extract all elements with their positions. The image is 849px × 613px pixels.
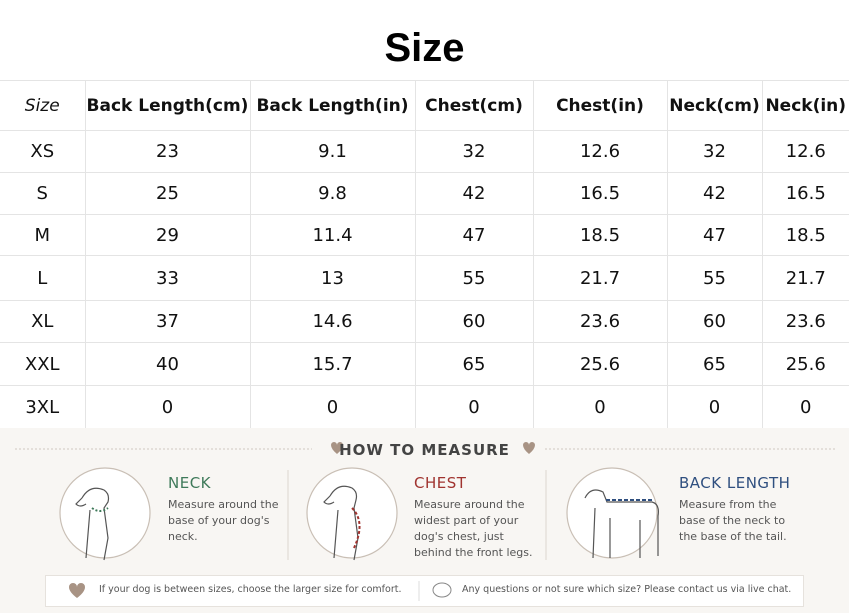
table-cell: XL [0,300,86,343]
size-table: Size Back Length(cm) Back Length(in) Chest(… [0,80,849,429]
table-cell: 3XL [0,385,86,429]
header-cell: Back Length(cm) [84,80,251,131]
table-cell: 21.7 [761,255,849,301]
table-cell: 12.6 [532,130,668,173]
measure-text: Measure from the base of the neck to the… [679,498,787,543]
table-cell: 29 [84,214,251,256]
table-cell: 40 [84,342,251,386]
table-cell: 65 [666,342,763,386]
table-cell: 21.7 [532,255,668,301]
table-cell: S [0,172,86,215]
table-cell: 47 [414,214,534,256]
table-cell: XXL [0,342,86,386]
table-cell: 60 [666,300,763,343]
table-cell: 12.6 [761,130,849,173]
table-cell: 47 [666,214,763,256]
table-cell: 18.5 [761,214,849,256]
table-cell: M [0,214,86,256]
table-cell: 32 [414,130,534,173]
table-cell: 9.8 [249,172,416,215]
table-cell: 16.5 [532,172,668,215]
measure-decor [15,442,835,561]
table-cell: 13 [249,255,416,301]
table-cell: 42 [666,172,763,215]
table-cell: 23.6 [532,300,668,343]
table-cell: XS [0,130,86,173]
table-cell: 33 [84,255,251,301]
table-row: XL 37 14.6 60 23.6 60 23.6 [0,300,849,343]
table-row: XS 23 9.1 32 12.6 32 12.6 [0,130,849,173]
note-icons [69,581,452,601]
table-cell: 15.7 [249,342,416,386]
table-cell: 0 [84,385,251,429]
header-cell: Back Length(in) [249,80,416,131]
table-row: 3XL 0 0 0 0 0 0 [0,385,849,429]
measure-label: BACK LENGTH [679,474,791,492]
table-cell: 0 [761,385,849,429]
table-cell: 60 [414,300,534,343]
header-cell: Chest(in) [532,80,668,131]
table-cell: 18.5 [532,214,668,256]
table-cell: 0 [249,385,416,429]
header-row: Size Back Length(cm) Back Length(in) Chest(… [0,80,849,131]
title: Size [384,26,465,70]
measure-section: HOW TO MEASURE NECK Measure around the b… [0,428,849,613]
table-cell: 16.5 [761,172,849,215]
table-cell: 25 [84,172,251,215]
note: If your dog is between sizes, choose the… [99,584,402,595]
note-bar: If your dog is between sizes, choose the… [45,575,804,607]
table-cell: 55 [414,255,534,301]
table-cell: 55 [666,255,763,301]
table-cell: 11.4 [249,214,416,256]
table-cell: 9.1 [249,130,416,173]
header-cell: Size [0,80,86,131]
table-cell: 0 [532,385,668,429]
table-cell: 14.6 [249,300,416,343]
measure-title: HOW TO MEASURE [339,441,510,459]
table-cell: 0 [666,385,763,429]
table-row: XXL 40 15.7 65 25.6 65 25.6 [0,342,849,386]
table-cell: 65 [414,342,534,386]
table-row: M 29 11.4 47 18.5 47 18.5 [0,214,849,256]
header-cell: Chest(cm) [414,80,534,131]
table-cell: 23 [84,130,251,173]
note: Any questions or not sure which size? Pl… [462,584,792,595]
table-row: L 33 13 55 21.7 55 21.7 [0,255,849,301]
table-cell: 42 [414,172,534,215]
measure-text: Measure around the widest part of your d… [414,498,533,559]
header-cell: Neck(in) [761,80,849,131]
table-cell: 25.6 [761,342,849,386]
table-cell: 25.6 [532,342,668,386]
table-cell: 23.6 [761,300,849,343]
measure-text: Measure around the base of your dog's ne… [168,498,279,543]
measure-label: NECK [168,474,212,492]
table-row: S 25 9.8 42 16.5 42 16.5 [0,172,849,215]
table-cell: 0 [414,385,534,429]
table-cell: 37 [84,300,251,343]
table-cell: L [0,255,86,301]
header-cell: Neck(cm) [666,80,763,131]
table-cell: 32 [666,130,763,173]
measure-label: CHEST [414,474,467,492]
